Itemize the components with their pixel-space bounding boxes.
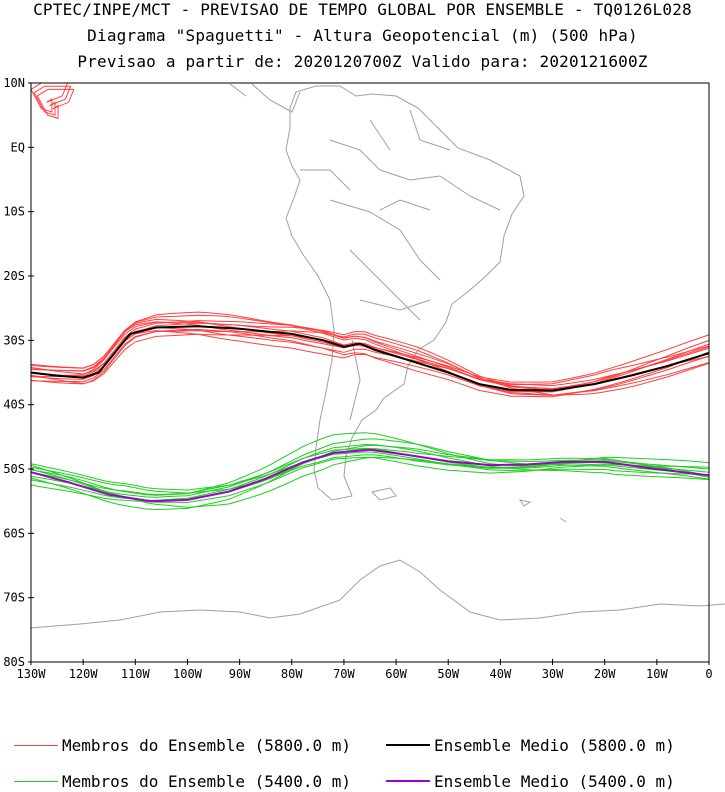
lat-label: 60S	[3, 526, 25, 540]
member-5400-line-2	[30, 454, 710, 494]
legend-label-members-5400: Membros do Ensemble (5400.0 m)	[62, 771, 351, 791]
member-5800-line-5	[30, 321, 710, 383]
central-america-coast	[229, 83, 301, 113]
lat-label: 10S	[3, 205, 25, 219]
lat-label: 50S	[3, 462, 25, 476]
lat-label: 20S	[3, 269, 25, 283]
legend-swatch-members-5400	[14, 780, 58, 782]
lon-label: 0	[705, 667, 712, 681]
legend-label-mean-5800: Ensemble Medio (5800.0 m)	[434, 735, 675, 755]
antarctic-coast	[29, 559, 725, 629]
lon-label: 100W	[173, 667, 203, 681]
legend-item-members-5400: Membros do Ensemble (5400.0 m)	[14, 770, 351, 792]
ensemble-mean-5400-line	[30, 448, 710, 503]
map-frame	[30, 82, 710, 663]
country-borders	[300, 109, 501, 421]
lon-label: 80W	[281, 667, 303, 681]
lat-label: 70S	[3, 591, 25, 605]
lat-label: 30S	[3, 333, 25, 347]
lon-label: 40W	[490, 667, 512, 681]
lon-label: 110W	[121, 667, 151, 681]
members-5400-group	[30, 432, 710, 511]
member-5800-loop-2	[33, 85, 72, 116]
legend-item-mean-5400: Ensemble Medio (5400.0 m)	[386, 770, 675, 792]
legend-item-mean-5800: Ensemble Medio (5800.0 m)	[386, 734, 675, 756]
lon-label: 20W	[594, 667, 616, 681]
legend-swatch-mean-5400	[386, 780, 430, 782]
legend-swatch-members-5800	[14, 744, 58, 746]
member-5400-line-5	[30, 438, 710, 498]
lon-label: 50W	[437, 667, 459, 681]
legend-item-members-5800: Membros do Ensemble (5800.0 m)	[14, 734, 351, 756]
lon-label: 70W	[333, 667, 355, 681]
falklands-coast	[371, 487, 397, 501]
member-5400-line-6	[30, 451, 710, 491]
coastline-layer	[29, 83, 725, 629]
lat-label: 10N	[3, 76, 25, 90]
member-5400-line-4	[30, 456, 710, 508]
lon-label: 30W	[542, 667, 564, 681]
member-5800-line-9	[30, 311, 710, 396]
title-line-1: CPTEC/INPE/MCT - PREVISAO DE TEMPO GLOBA…	[33, 0, 692, 19]
lon-label: 10W	[646, 667, 668, 681]
member-5800-line-12	[30, 321, 710, 390]
lat-label: 40S	[3, 398, 25, 412]
members-5800-group	[30, 82, 710, 398]
lon-label: 60W	[385, 667, 407, 681]
south-america-coast	[285, 85, 525, 501]
lon-label: 120W	[69, 667, 99, 681]
member-5800-loop-3	[36, 88, 75, 120]
lon-label: 130W	[17, 667, 47, 681]
legend-label-mean-5400: Ensemble Medio (5400.0 m)	[434, 771, 675, 791]
lon-axis: 130W 120W 110W 100W 90W 80W 70W 60W 50W 40W 30W 20W…	[17, 659, 713, 681]
member-5800-line-3	[30, 314, 710, 386]
legend-label-members-5800: Membros do Ensemble (5800.0 m)	[62, 735, 351, 755]
title-line-3: Previsao a partir de: 2020120700Z Valido…	[77, 52, 648, 71]
title-line-2: Diagrama "Spaguetti" - Altura Geopotenci…	[87, 26, 638, 45]
south-georgia-coast	[518, 499, 567, 523]
member-5800-line-11	[30, 333, 710, 396]
member-5400-line-7	[30, 448, 710, 503]
lat-label: 80S	[3, 655, 25, 669]
legend-swatch-mean-5800	[386, 744, 430, 746]
ensemble-mean-5800-line	[30, 325, 710, 392]
lat-label: EQ	[11, 140, 25, 154]
lat-axis: 10N EQ 10S 20S 30S 40S 50S 60S 70S 80S	[3, 76, 34, 669]
lon-label: 90W	[229, 667, 251, 681]
